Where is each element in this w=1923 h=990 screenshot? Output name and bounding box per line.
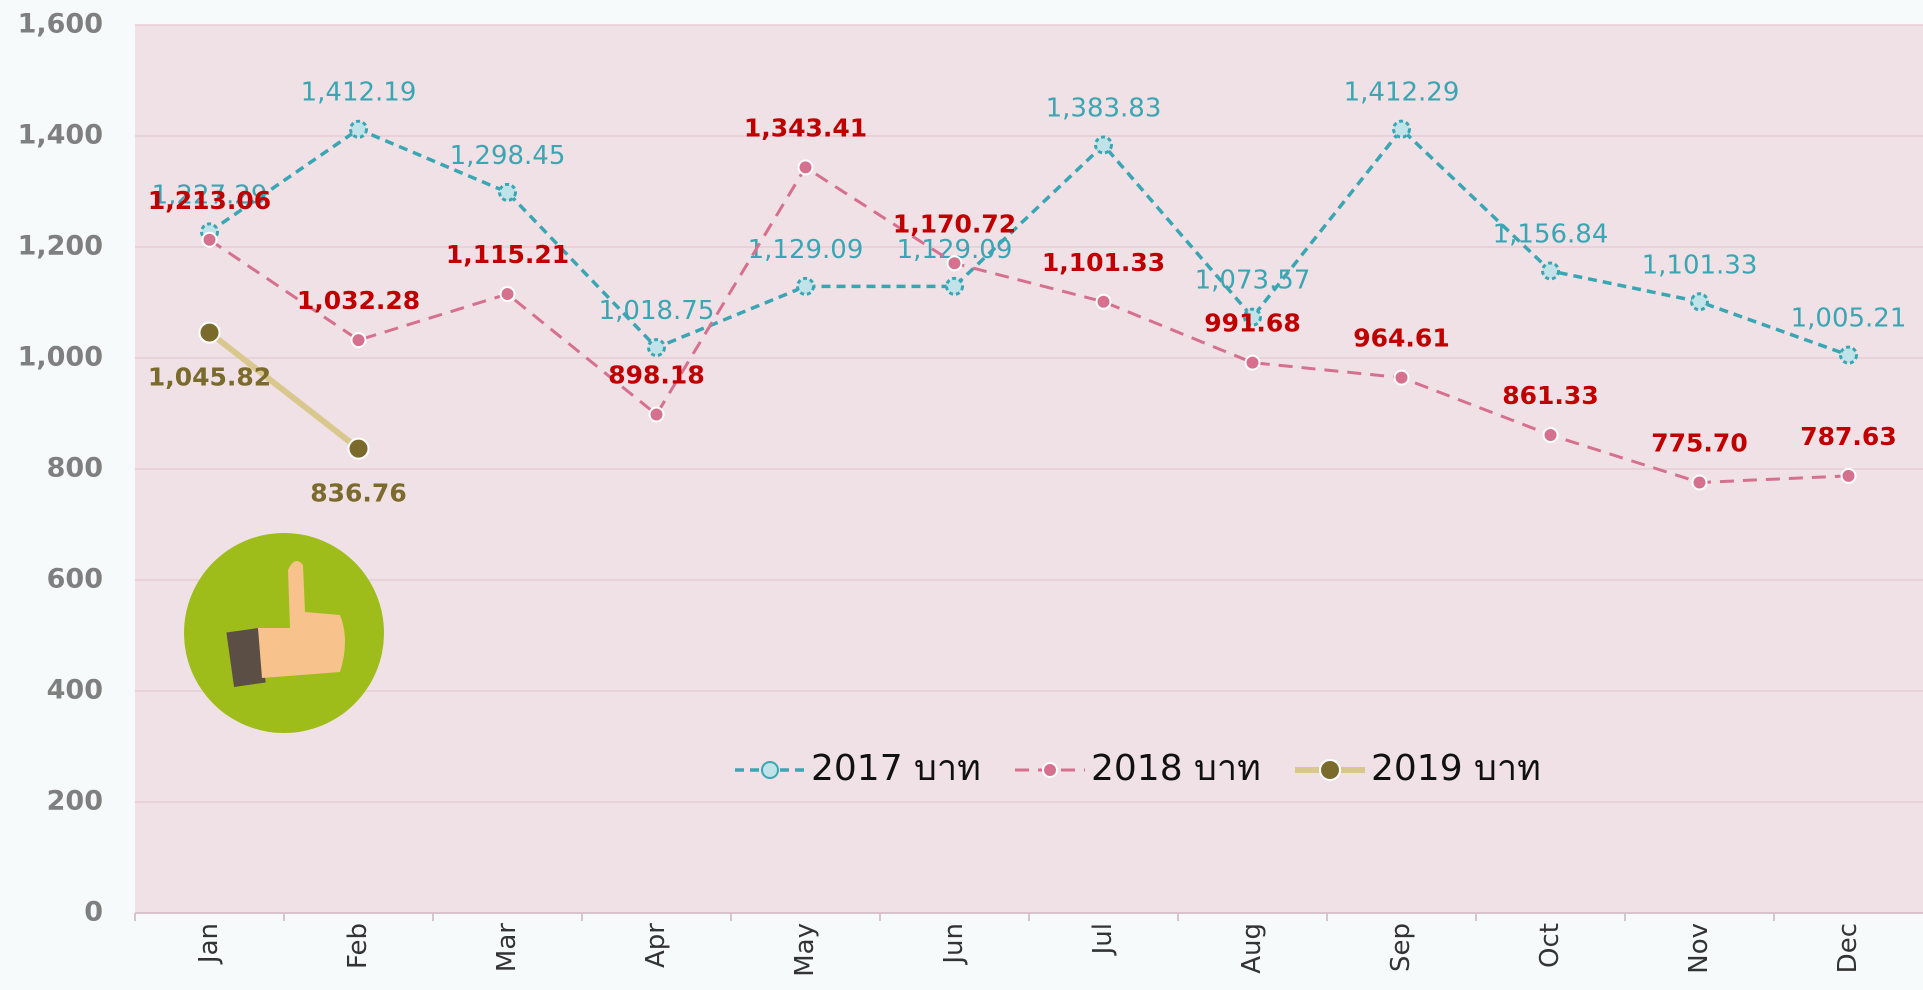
legend-marker — [1320, 760, 1340, 780]
value-label: 1,213.06 — [148, 186, 271, 215]
y-tick-label: 1,200 — [18, 231, 103, 262]
point — [650, 408, 664, 422]
x-tick-label: Feb — [343, 923, 373, 969]
point — [649, 340, 665, 356]
value-label: 836.76 — [310, 479, 406, 508]
point — [1097, 295, 1111, 309]
x-tick-label: Oct — [1535, 923, 1565, 968]
point — [500, 184, 516, 200]
value-label: 1,018.75 — [599, 296, 715, 326]
point — [1841, 347, 1857, 363]
legend-marker — [762, 762, 778, 778]
value-label: 1,101.33 — [1642, 250, 1758, 280]
x-tick-label: Apr — [641, 923, 671, 968]
point — [1692, 294, 1708, 310]
point — [349, 439, 369, 459]
value-label: 1,170.72 — [893, 209, 1016, 238]
point — [351, 121, 367, 137]
chart: 0 200 400 600 800 1,000 1,200 1,400 1,600 Jan Feb M… — [0, 0, 1923, 990]
y-tick-label: 1,400 — [18, 120, 103, 151]
value-label: 1,129.09 — [748, 235, 864, 265]
legend-label: 2018 บาท — [1091, 748, 1261, 789]
y-tick-label: 400 — [47, 675, 103, 706]
y-tick-label: 1,600 — [18, 9, 103, 40]
point — [1693, 475, 1707, 489]
x-tick-label: Mar — [492, 923, 522, 972]
y-tick-label: 200 — [47, 786, 103, 817]
y-tick-label: 1,000 — [18, 342, 103, 373]
point — [1395, 371, 1409, 385]
value-label: 1,343.41 — [744, 113, 867, 142]
value-label: 1,101.33 — [1042, 248, 1165, 277]
point — [200, 323, 220, 343]
x-tick-label: Jul — [1088, 923, 1118, 956]
y-tick-label: 0 — [84, 897, 103, 928]
value-label: 787.63 — [1800, 422, 1896, 451]
value-label: 861.33 — [1502, 381, 1598, 410]
x-tick-label: Jun — [939, 923, 969, 966]
point — [1842, 469, 1856, 483]
x-tick-label: Jan — [194, 923, 224, 965]
legend-label: 2017 บาท — [811, 748, 981, 789]
value-label: 1,005.21 — [1791, 304, 1907, 334]
x-tick-label: Dec — [1833, 923, 1863, 973]
value-label: 775.70 — [1651, 428, 1747, 457]
point — [799, 160, 813, 174]
legend-label: 2019 บาท — [1371, 748, 1541, 789]
value-label: 1,412.19 — [301, 78, 417, 108]
point — [1544, 428, 1558, 442]
value-label: 1,045.82 — [148, 363, 271, 392]
point — [1543, 263, 1559, 279]
point — [947, 278, 963, 294]
value-label: 964.61 — [1353, 324, 1449, 353]
point — [1096, 137, 1112, 153]
value-label: 1,412.29 — [1344, 78, 1460, 108]
point — [501, 287, 515, 301]
x-tick-label: Nov — [1684, 923, 1714, 974]
legend-marker — [1043, 763, 1057, 777]
x-tick-label: May — [790, 923, 820, 977]
y-tick-label: 800 — [47, 453, 103, 484]
value-label: 1,115.21 — [446, 240, 569, 269]
value-label: 991.68 — [1204, 309, 1300, 338]
value-label: 1,156.84 — [1493, 219, 1609, 249]
value-label: 1,032.28 — [297, 286, 420, 315]
point — [1246, 356, 1260, 370]
point — [948, 256, 962, 270]
x-tick-label: Sep — [1386, 923, 1416, 972]
thumbs-up-icon — [184, 533, 384, 733]
value-label: 1,383.83 — [1046, 93, 1162, 123]
point — [352, 333, 366, 347]
value-label: 1,298.45 — [450, 141, 566, 171]
value-label: 898.18 — [608, 361, 704, 390]
value-label: 1,073.57 — [1195, 266, 1311, 296]
point — [203, 233, 217, 247]
x-tick-label: Aug — [1237, 923, 1267, 974]
page: 0 200 400 600 800 1,000 1,200 1,400 1,600 Jan Feb M… — [0, 0, 1923, 990]
point — [798, 278, 814, 294]
point — [1394, 121, 1410, 137]
y-tick-label: 600 — [47, 564, 103, 595]
